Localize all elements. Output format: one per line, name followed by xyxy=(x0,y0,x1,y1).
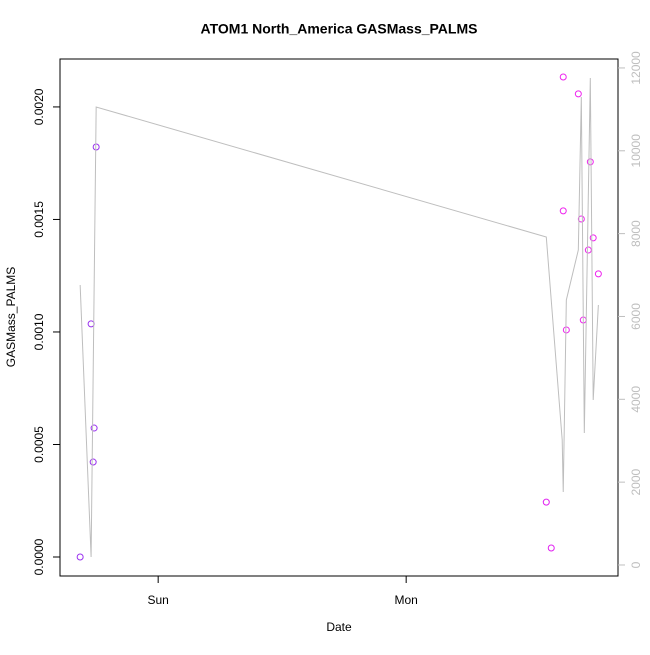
y-tick-label: 0.0000 xyxy=(32,538,46,575)
point xyxy=(90,424,98,432)
point xyxy=(76,553,84,561)
line xyxy=(79,77,599,558)
y-tick-label: 0.0020 xyxy=(32,88,46,125)
y2-tick-label: 0 xyxy=(629,561,643,568)
point xyxy=(559,207,567,215)
x-axis-label: Date xyxy=(326,620,352,634)
point xyxy=(547,544,555,552)
x-tick-label: Sun xyxy=(147,593,168,607)
y2-tick-label: 2000 xyxy=(629,468,643,495)
y2-tick-label: 6000 xyxy=(629,303,643,330)
y2-tick-label: 4000 xyxy=(629,386,643,413)
point xyxy=(577,215,585,223)
point xyxy=(594,270,602,278)
y2-tick-label: 8000 xyxy=(629,220,643,247)
y-axis-label: GASMass_PALMS xyxy=(4,267,18,367)
y2-tick-label: 12000 xyxy=(629,51,643,85)
y2-tick-label: 10000 xyxy=(629,134,643,168)
point xyxy=(589,234,597,242)
point xyxy=(559,73,567,81)
y-tick-label: 0.0015 xyxy=(32,201,46,238)
plot-frame xyxy=(59,58,619,577)
point xyxy=(574,90,582,98)
point xyxy=(89,458,97,466)
point xyxy=(584,246,592,254)
chart-title: ATOM1 North_America GASMass_PALMS xyxy=(201,21,478,37)
point xyxy=(542,498,550,506)
point xyxy=(586,158,594,166)
y-tick-label: 0.0010 xyxy=(32,313,46,350)
x-tick-label: Mon xyxy=(394,593,417,607)
y-tick-label: 0.0005 xyxy=(32,426,46,463)
